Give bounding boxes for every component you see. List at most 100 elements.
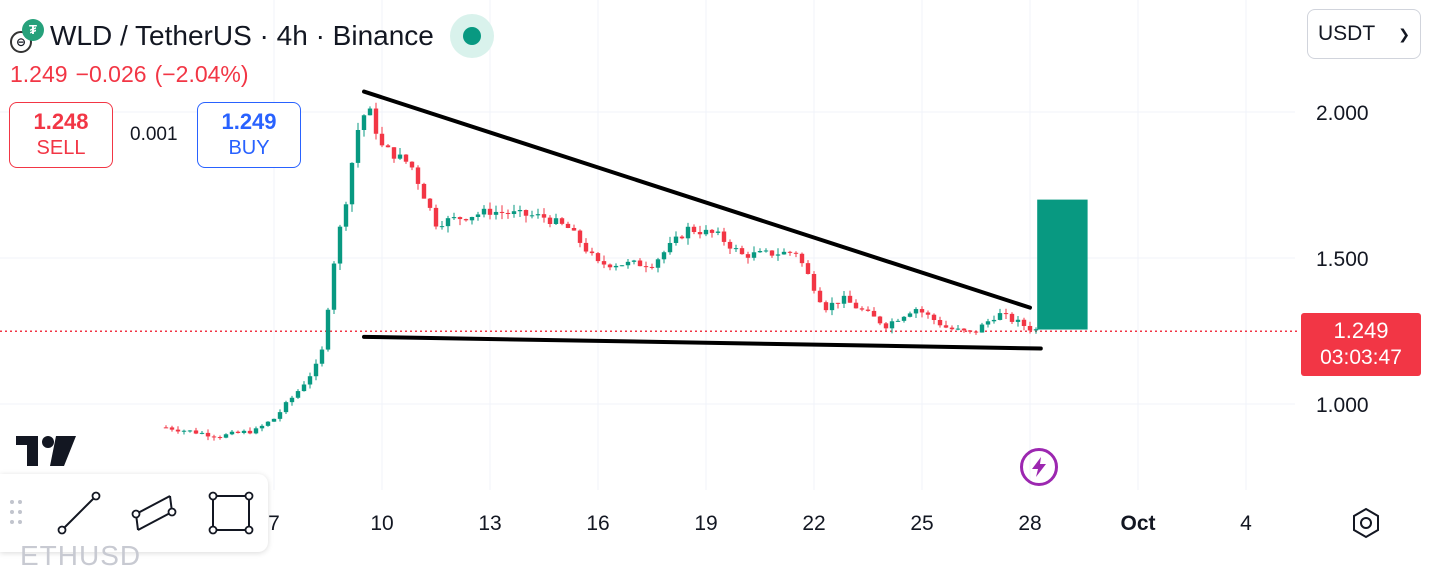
candle-body [661, 252, 667, 260]
candle-body [439, 226, 445, 228]
candle-body [343, 204, 349, 227]
market-status-icon[interactable] [449, 14, 494, 58]
candle-body [775, 254, 781, 256]
candle-body [637, 260, 643, 267]
candle-body [307, 376, 313, 385]
trendline-drawing[interactable] [362, 89, 1032, 310]
x-tick-label: 10 [370, 512, 393, 535]
candle-body [205, 432, 211, 437]
candle-body [577, 230, 583, 243]
x-tick-label: 22 [802, 512, 825, 535]
candle-body [175, 429, 181, 432]
candle-body [697, 232, 703, 235]
tradingview-logo-icon[interactable] [14, 434, 78, 468]
candle-body [289, 397, 295, 403]
candle-body [739, 248, 745, 255]
buy-price: 1.249 [221, 109, 277, 134]
candle-body [811, 273, 817, 291]
candle-body [409, 161, 415, 168]
candle-body [583, 242, 589, 252]
candle-body [565, 223, 571, 228]
candle-body [871, 310, 877, 317]
candle-body [235, 431, 241, 433]
candle-body [511, 211, 517, 215]
candle-body [397, 154, 403, 159]
candle-body [625, 261, 631, 266]
target-rectangle-drawing[interactable] [1037, 199, 1088, 330]
candle-body [1009, 313, 1015, 322]
grip-icon[interactable] [8, 498, 24, 528]
candle-body [745, 254, 751, 258]
candle-body [277, 412, 283, 419]
candle-body [541, 214, 547, 218]
candle-body [529, 215, 535, 217]
candle-body [331, 263, 337, 310]
candle-body [991, 319, 997, 322]
candle-body [199, 432, 205, 434]
buy-button[interactable]: 1.249 BUY [197, 102, 301, 168]
lightning-icon[interactable] [1020, 448, 1058, 486]
candle-body [193, 430, 199, 434]
bottom-ticker-text: ETHUSD [20, 540, 142, 571]
candle-body [667, 242, 673, 253]
candle-body [427, 198, 433, 208]
last-price-label: 1.249 03:03:47 [1301, 313, 1421, 376]
candle-body [325, 309, 331, 350]
candle-body [169, 427, 175, 430]
candle-body [961, 328, 967, 331]
candle-body [847, 295, 853, 303]
candle-body [895, 320, 901, 322]
current-price: 1.249 [10, 61, 68, 87]
candle-body [751, 252, 757, 258]
x-tick-label: 4 [1240, 512, 1252, 535]
y-tick-label: 1.500 [1316, 248, 1369, 271]
price-change: −0.026 [75, 61, 147, 87]
candle-body [931, 314, 937, 321]
sell-price: 1.248 [33, 109, 89, 134]
candle-body [841, 295, 847, 304]
currency-value: USDT [1318, 22, 1376, 45]
trendline-icon[interactable] [54, 488, 104, 538]
candle-body [367, 108, 373, 116]
candle-body [613, 265, 619, 268]
candle-body [937, 320, 943, 326]
candle-body [883, 323, 889, 329]
rectangle-icon[interactable] [206, 488, 256, 538]
candle-body [907, 313, 913, 317]
y-tick-label: 2.000 [1316, 102, 1369, 125]
candle-body [421, 183, 427, 199]
candle-body [349, 162, 355, 205]
drawing-toolbar [0, 474, 268, 552]
candle-body [265, 421, 271, 426]
sell-button[interactable]: 1.248 SELL [9, 102, 113, 168]
candle-body [499, 211, 505, 213]
candle-body [241, 430, 247, 433]
candle-body [955, 328, 961, 330]
chevron-down-icon: ❯ [1398, 25, 1410, 42]
tether-coin-icon: ₮ [22, 19, 44, 41]
parallel-channel-icon[interactable] [130, 488, 180, 538]
candle-body [727, 241, 733, 249]
settings-icon[interactable] [1349, 506, 1383, 540]
candle-body [805, 263, 811, 274]
candle-body [433, 207, 439, 227]
candle-body [685, 226, 691, 239]
candle-body [259, 425, 265, 429]
candle-body [1003, 313, 1009, 315]
candle-body [523, 209, 529, 216]
coin-pair-icon: ⊖ ₮ [10, 19, 44, 53]
candle-body [1015, 319, 1021, 322]
candle-body [505, 212, 511, 215]
symbol-title[interactable]: WLD / TetherUS · 4h · Binance [50, 20, 434, 51]
currency-select[interactable]: USDT ❯ [1307, 9, 1421, 59]
candle-body [457, 217, 463, 220]
candle-body [463, 219, 469, 221]
candle-body [973, 331, 979, 333]
trendline-drawing[interactable] [362, 334, 1043, 351]
x-tick-label: 7 [268, 512, 280, 535]
buy-label: BUY [228, 137, 270, 159]
candle-body [247, 430, 253, 434]
candle-body [619, 265, 625, 267]
candle-body [373, 108, 379, 134]
